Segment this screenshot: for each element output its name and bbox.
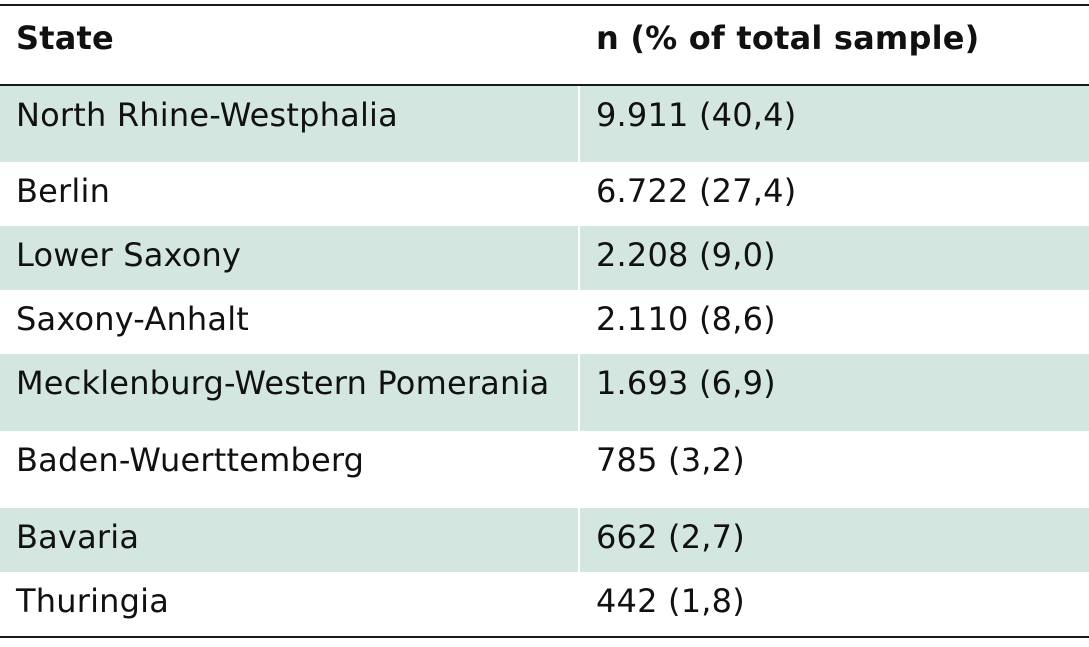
table-row: Lower Saxony 2.208 (9,0) — [0, 226, 1089, 290]
value-cell: 2.110 (8,6) — [578, 290, 1089, 354]
table-row: Bavaria 662 (2,7) — [0, 508, 1089, 572]
table-row: Mecklenburg-Western Pomerania 1.693 (6,9… — [0, 354, 1089, 431]
state-cell: Bavaria — [16, 518, 140, 556]
table-row: Berlin 6.722 (27,4) — [0, 162, 1089, 226]
table-row: Baden-Wuerttemberg 785 (3,2) — [0, 431, 1089, 508]
table-header: State n (% of total sample) — [0, 6, 1089, 86]
state-cell: Mecklenburg-Western Pomerania — [16, 364, 550, 402]
state-cell: Saxony-Anhalt — [16, 300, 250, 338]
value-cell: 2.208 (9,0) — [578, 226, 1089, 290]
header-sample-size: n (% of total sample) — [578, 6, 1089, 84]
state-cell: Thuringia — [16, 582, 170, 620]
value-cell: 6.722 (27,4) — [578, 162, 1089, 226]
table-row: North Rhine-Westphalia 9.911 (40,4) — [0, 86, 1089, 162]
table-row: Saxony-Anhalt 2.110 (8,6) — [0, 290, 1089, 354]
state-cell: North Rhine-Westphalia — [16, 96, 398, 134]
state-cell: Baden-Wuerttemberg — [16, 441, 365, 479]
state-sample-table: State n (% of total sample) North Rhine-… — [0, 4, 1089, 638]
header-state: State — [16, 19, 114, 57]
value-cell: 662 (2,7) — [578, 508, 1089, 572]
value-cell: 785 (3,2) — [578, 431, 1089, 508]
table-row: Thuringia 442 (1,8) — [0, 572, 1089, 636]
value-cell: 442 (1,8) — [578, 572, 1089, 636]
state-cell: Lower Saxony — [16, 236, 242, 274]
value-cell: 1.693 (6,9) — [578, 354, 1089, 431]
state-cell: Berlin — [16, 172, 111, 210]
value-cell: 9.911 (40,4) — [578, 86, 1089, 162]
